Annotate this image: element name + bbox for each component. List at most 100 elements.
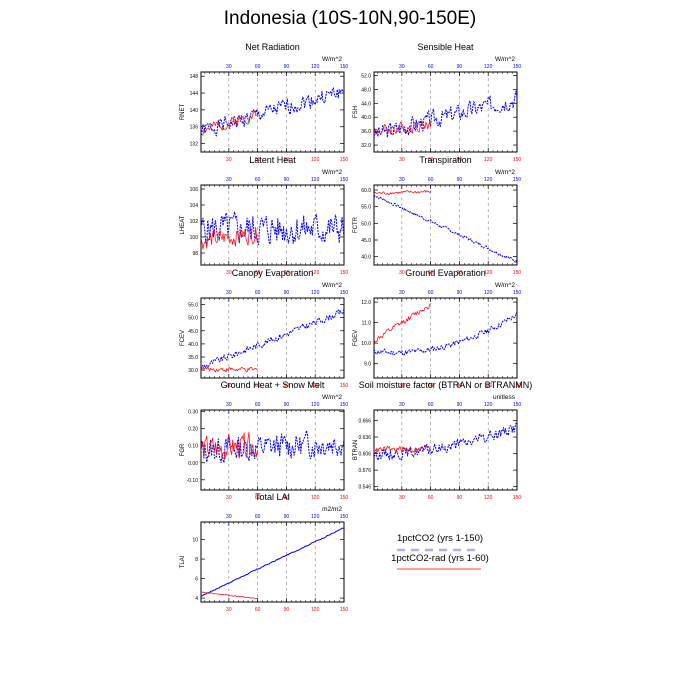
y-tick-label: 45.0 — [361, 238, 371, 244]
series-1pctco2-line — [201, 211, 344, 246]
y-tick-label: 40.0 — [188, 342, 198, 348]
x-tick-label-bottom: 60 — [255, 495, 261, 501]
x-tick-label-bottom: 30 — [226, 157, 232, 163]
panel-title: Sensible Heat — [417, 42, 474, 52]
x-tick-label-bottom: 150 — [513, 383, 522, 389]
legend-label-1pctco2: 1pctCO2 (yrs 1-150) — [397, 533, 483, 544]
legend: 1pctCO2 (yrs 1-150) 1pctCO2-rad (yrs 1-60… — [391, 533, 489, 570]
panel-title: Soil moisture factor (BTRAN or BTRANMN) — [359, 380, 533, 390]
x-tick-label-top: 150 — [340, 290, 349, 296]
series-1pctco2-rad-line — [201, 366, 258, 373]
x-tick-label-top: 60 — [255, 514, 261, 520]
y-tick-label: 0.10 — [188, 444, 198, 450]
panel-title: Canopy Evaporation — [232, 268, 314, 278]
x-tick-label-bottom: 120 — [311, 157, 320, 163]
x-tick-label-bottom: 150 — [513, 270, 522, 276]
series-1pctco2-rad-line — [201, 431, 258, 460]
y-axis-label: RNET — [180, 104, 186, 121]
x-tick-label-bottom: 150 — [340, 157, 349, 163]
units-label: W/m^2 — [495, 56, 515, 63]
x-tick-label-top: 30 — [226, 64, 232, 70]
x-tick-label-top: 60 — [255, 290, 261, 296]
x-tick-label-top: 30 — [399, 402, 405, 408]
x-tick-label-top: 150 — [340, 177, 349, 183]
x-tick-label-bottom: 120 — [311, 495, 320, 501]
x-tick-label-top: 30 — [226, 177, 232, 183]
y-axis-label: FGR — [180, 443, 186, 456]
x-tick-label-top: 30 — [399, 290, 405, 296]
x-tick-label-bottom: 30 — [399, 270, 405, 276]
x-tick-label-top: 90 — [284, 64, 290, 70]
x-tick-label-top: 90 — [284, 290, 290, 296]
units-label: unitless — [493, 394, 516, 401]
panel-tlai: Total LAI m2/m2 TLAI 30 30 60 60 90 90 120 120 150 1… — [180, 492, 348, 613]
plot-frame — [200, 184, 345, 266]
x-tick-label-bottom: 30 — [399, 383, 405, 389]
plot-frame — [373, 71, 518, 153]
x-tick-label-top: 90 — [457, 402, 463, 408]
x-tick-label-bottom: 90 — [457, 383, 463, 389]
y-axis-label: FSH — [353, 106, 359, 118]
y-tick-label: 44.0 — [361, 101, 371, 107]
y-tick-label: 48.0 — [361, 87, 371, 93]
x-tick-label-top: 120 — [311, 177, 320, 183]
x-tick-label-bottom: 120 — [484, 383, 493, 389]
series-1pctco2-rad-line — [374, 190, 431, 196]
plot-frame — [200, 71, 345, 153]
x-tick-label-bottom: 30 — [226, 270, 232, 276]
x-tick-label-bottom: 60 — [428, 383, 434, 389]
x-tick-label-top: 120 — [311, 402, 320, 408]
y-tick-label: 98 — [192, 251, 198, 257]
y-tick-label: 12.0 — [361, 300, 371, 306]
x-tick-label-top: 30 — [226, 290, 232, 296]
y-tick-label: 9.0 — [364, 362, 371, 368]
y-tick-label: -0.10 — [187, 478, 199, 484]
x-tick-label-top: 150 — [340, 64, 349, 70]
panel-title: Transpiration — [419, 155, 471, 165]
y-tick-label: 106 — [190, 187, 199, 193]
x-tick-label-bottom: 90 — [284, 270, 290, 276]
x-tick-label-top: 120 — [484, 64, 493, 70]
y-tick-label: 55.0 — [361, 205, 371, 211]
y-axis-label: LHEAT — [180, 215, 186, 234]
x-tick-label-top: 120 — [311, 290, 320, 296]
y-tick-label: 102 — [190, 219, 199, 225]
x-tick-label-top: 90 — [457, 64, 463, 70]
panel-fctr: Transpiration W/m^2 FCTR 30 30 60 60 90 90 120 120… — [353, 155, 521, 276]
y-tick-label: 50.0 — [188, 316, 198, 322]
y-tick-label: 104 — [190, 203, 199, 209]
series-1pctco2-line — [201, 308, 344, 370]
y-tick-label: 8 — [195, 557, 198, 563]
y-tick-label: 10 — [192, 538, 198, 544]
y-tick-label: 0.20 — [188, 427, 198, 433]
plot-frame — [200, 297, 345, 379]
series-1pctco2-line — [201, 430, 344, 464]
series-1pctco2-rad-line — [201, 110, 258, 136]
y-tick-label: 0.636 — [358, 435, 371, 441]
x-tick-label-bottom: 90 — [284, 157, 290, 163]
y-axis-label: FCEV — [180, 330, 186, 346]
x-tick-label-top: 60 — [428, 64, 434, 70]
x-tick-label-top: 120 — [311, 64, 320, 70]
x-tick-label-bottom: 60 — [255, 157, 261, 163]
y-tick-label: 40.0 — [361, 255, 371, 261]
units-label: W/m^2 — [322, 394, 342, 401]
x-tick-label-top: 90 — [457, 177, 463, 183]
y-tick-label: 45.0 — [188, 329, 198, 335]
plot-frame — [373, 184, 518, 266]
x-tick-label-top: 90 — [284, 177, 290, 183]
panel-title: Net Radiation — [245, 42, 300, 52]
units-label: W/m^2 — [322, 56, 342, 63]
series-1pctco2-rad-line — [201, 226, 258, 250]
x-tick-label-top: 150 — [513, 290, 522, 296]
panel-fgev: Ground Evaporation W/m^2 FGEV 30 30 60 60 90 90 1… — [353, 268, 521, 389]
y-tick-label: 0.606 — [358, 452, 371, 458]
x-tick-label-bottom: 60 — [255, 383, 261, 389]
panel-fgr: Ground Heat + Snow Melt W/m^2 FGR 30 30 60 60 9… — [180, 380, 348, 501]
x-tick-label-top: 60 — [255, 177, 261, 183]
x-tick-label-top: 30 — [399, 177, 405, 183]
y-tick-label: 10.0 — [361, 341, 371, 347]
x-tick-label-top: 60 — [428, 290, 434, 296]
x-tick-label-bottom: 120 — [484, 495, 493, 501]
